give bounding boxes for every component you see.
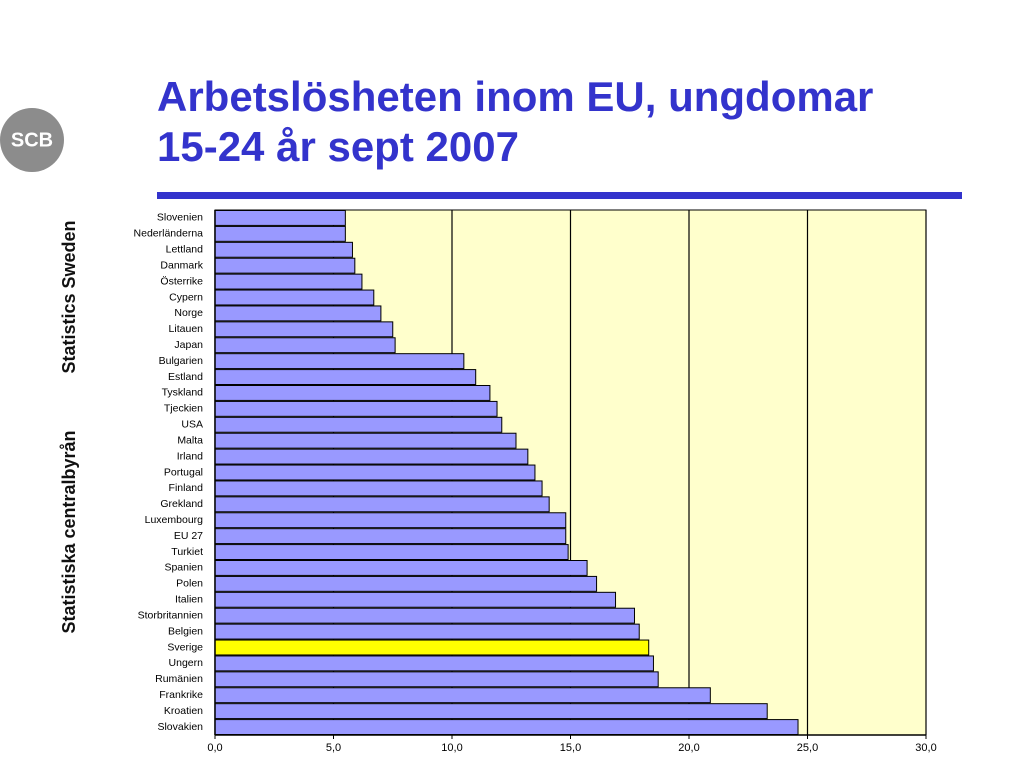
bar — [214, 337, 396, 354]
bar — [214, 257, 356, 274]
y-tick-label: Turkiet — [171, 546, 203, 558]
y-tick-label: Nederländerna — [134, 228, 204, 240]
x-tick-label: 25,0 — [797, 742, 818, 754]
y-tick-label: Irland — [177, 450, 203, 462]
y-tick-label: Polen — [176, 578, 203, 590]
y-tick-label: Tyskland — [162, 387, 204, 399]
y-tick-label: Luxembourg — [145, 514, 204, 526]
y-tick-label: Spanien — [164, 562, 203, 574]
bar — [214, 639, 650, 656]
y-tick-label: Cypern — [169, 291, 203, 303]
x-tick-label: 30,0 — [915, 742, 936, 754]
y-tick-label: Bulgarien — [159, 355, 204, 367]
bar — [214, 353, 465, 370]
y-tick-label: Österrike — [160, 275, 203, 287]
y-tick-label: Tjeckien — [164, 403, 203, 415]
title-rule — [157, 192, 962, 199]
bar — [214, 416, 503, 433]
bar — [214, 528, 567, 545]
y-tick-label: Finland — [169, 482, 204, 494]
bar — [214, 448, 529, 465]
bar — [214, 305, 382, 322]
logo-text: SCB — [11, 129, 53, 151]
logo — [0, 108, 64, 172]
y-tick-label: Slovakien — [157, 721, 203, 733]
y-tick-label: EU 27 — [174, 530, 203, 542]
bar — [214, 512, 567, 529]
y-tick-label: Italien — [175, 594, 203, 606]
y-tick-label: Slovenien — [157, 212, 203, 224]
y-tick-label: USA — [181, 419, 203, 431]
bar — [214, 289, 375, 306]
y-tick-label: Ungern — [169, 657, 204, 669]
x-tick-label: 10,0 — [441, 742, 462, 754]
bar — [214, 687, 711, 704]
bar — [214, 385, 491, 401]
bar — [214, 703, 768, 720]
y-tick-label: Rumänien — [155, 673, 203, 685]
y-tick-label: Belgien — [168, 625, 203, 637]
bar — [214, 464, 536, 481]
bar — [214, 225, 346, 242]
y-tick-label: Sverige — [167, 641, 203, 653]
y-tick-label: Grekland — [160, 498, 203, 510]
bar — [214, 623, 640, 640]
bar — [214, 321, 394, 338]
bar — [214, 210, 346, 226]
bar — [214, 607, 635, 624]
bar — [214, 241, 353, 258]
y-tick-label: Estland — [168, 371, 203, 383]
x-tick-label: 20,0 — [678, 742, 699, 754]
y-tick-label: Japan — [174, 339, 203, 351]
bar — [214, 400, 498, 417]
y-tick-label: Frankrike — [159, 689, 203, 701]
bar — [214, 432, 517, 449]
bar — [214, 719, 799, 735]
y-tick-label: Lettland — [166, 244, 204, 256]
bar — [214, 544, 569, 560]
y-tick-label: Malta — [177, 434, 203, 446]
x-tick-label: 15,0 — [560, 742, 581, 754]
bar — [214, 671, 659, 688]
bar — [214, 560, 588, 576]
y-tick-label: Storbritannien — [138, 609, 204, 621]
y-tick-label: Norge — [174, 307, 203, 319]
bar — [214, 591, 617, 608]
bar — [214, 496, 550, 513]
x-tick-label: 5,0 — [326, 742, 341, 754]
bar — [214, 369, 477, 386]
y-tick-label: Kroatien — [164, 705, 203, 717]
chart-title: Arbetslösheten inom EU, ungdomar 15-24 å… — [157, 73, 874, 170]
x-tick-label: 0,0 — [207, 742, 222, 754]
side-text: Statistiska centralbyrån — [59, 430, 79, 633]
side-text: Statistics Sweden — [59, 220, 79, 373]
y-tick-label: Portugal — [164, 466, 203, 478]
bar — [214, 273, 363, 290]
y-tick-label: Danmark — [160, 259, 203, 271]
bar — [214, 480, 543, 497]
bar — [214, 575, 598, 592]
y-tick-label: Litauen — [169, 323, 204, 335]
bar — [214, 655, 654, 672]
